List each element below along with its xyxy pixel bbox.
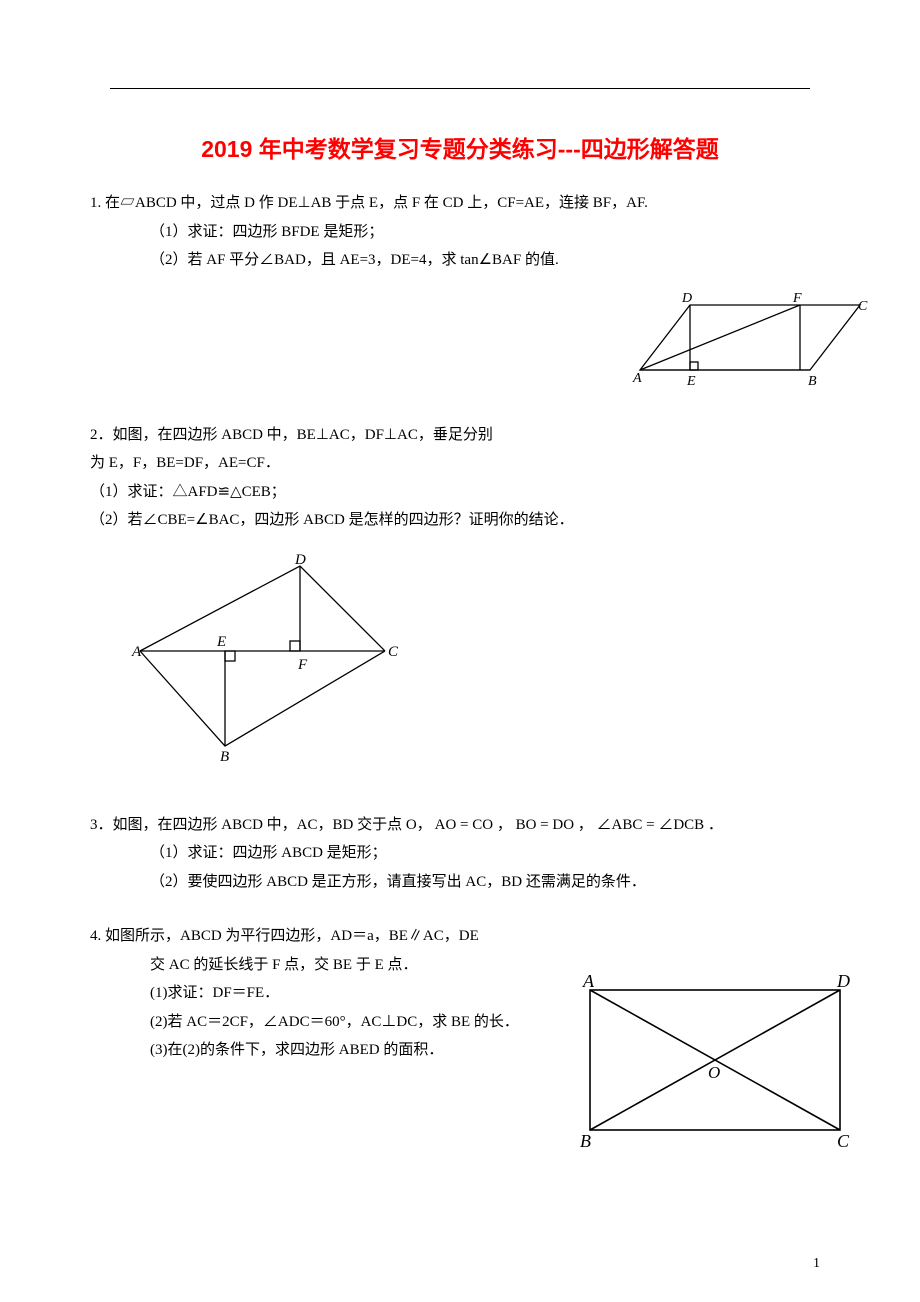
spacer-2 [90,781,830,811]
fig2-label-f: F [297,657,308,673]
fig2-label-d: D [294,552,306,568]
header-rule [110,88,810,89]
fig3-label-o: O [708,1063,720,1082]
page-number: 1 [813,1256,820,1272]
p1-intro: 1. 在▱ABCD 中，过点 D 作 DE⊥AB 于点 E，点 F 在 CD 上… [90,189,830,218]
p2-intro2: 为 E，F，BE=DF，AE=CF． [90,449,830,478]
fig2-label-c: C [388,644,399,660]
fig1-label-d: D [681,291,692,306]
problem-4: 4. 如图所示，ABCD 为平行四边形，AD＝a，BE∥AC，DE 交 AC 的… [90,922,520,1065]
document-page: 2019 年中考数学复习专题分类练习---四边形解答题 1. 在▱ABCD 中，… [0,0,920,1302]
fig1-label-a: A [632,371,642,386]
fig1-label-e: E [686,374,696,389]
p3-q1: （1）求证：四边形 ABCD 是矩形； [90,839,830,868]
fig1-label-f: F [792,291,802,306]
fig2-label-a: A [131,644,142,660]
fig3-label-c: C [837,1131,850,1150]
problem-2: 2．如图，在四边形 ABCD 中，BE⊥AC，DF⊥AC，垂足分别 为 E，F，… [90,421,830,535]
p4-q3: (3)在(2)的条件下，求四边形 ABED 的面积． [90,1036,520,1065]
fig3-label-d: D [836,971,850,991]
spacer-3 [90,902,830,922]
p1-q1: （1）求证：四边形 BFDE 是矩形； [90,218,830,247]
problem-1: 1. 在▱ABCD 中，过点 D 作 DE⊥AB 于点 E，点 F 在 CD 上… [90,189,830,275]
p2-q1: （1）求证：△AFD≌△CEB； [90,478,830,507]
p2-intro: 2．如图，在四边形 ABCD 中，BE⊥AC，DF⊥AC，垂足分别 [90,421,830,450]
p4-q1: (1)求证：DF＝FE． [90,979,520,1008]
p4-intro: 4. 如图所示，ABCD 为平行四边形，AD＝a，BE∥AC，DE [90,922,520,951]
figure-2: A B C D E F [130,551,400,766]
fig1-label-c: C [858,299,868,314]
p4-q2: (2)若 AC＝2CF，∠ADC＝60°，AC⊥DC，求 BE 的长． [90,1008,520,1037]
p3-q2: （2）要使四边形 ABCD 是正方形，请直接写出 AC，BD 还需满足的条件． [90,868,830,897]
figure-1: A B C D E F [630,290,870,390]
problem-3: 3．如图，在四边形 ABCD 中，AC，BD 交于点 O， AO = CO ， … [90,811,830,897]
fig2-label-b: B [220,749,229,765]
fig2-label-e: E [216,634,226,650]
p3-intro: 3．如图，在四边形 ABCD 中，AC，BD 交于点 O， AO = CO ， … [90,811,830,840]
fig3-label-b: B [580,1131,591,1150]
fig3-label-a: A [582,971,595,991]
document-title: 2019 年中考数学复习专题分类练习---四边形解答题 [90,130,830,164]
p2-q2: （2）若∠CBE=∠BAC，四边形 ABCD 是怎样的四边形？证明你的结论． [90,506,830,535]
p4-intro2: 交 AC 的延长线于 F 点，交 BE 于 E 点． [90,951,520,980]
p1-q2: （2）若 AF 平分∠BAD，且 AE=3，DE=4，求 tan∠BAF 的值. [90,246,830,275]
fig1-label-b: B [808,374,817,389]
figure-3: A D B C O [575,970,855,1150]
